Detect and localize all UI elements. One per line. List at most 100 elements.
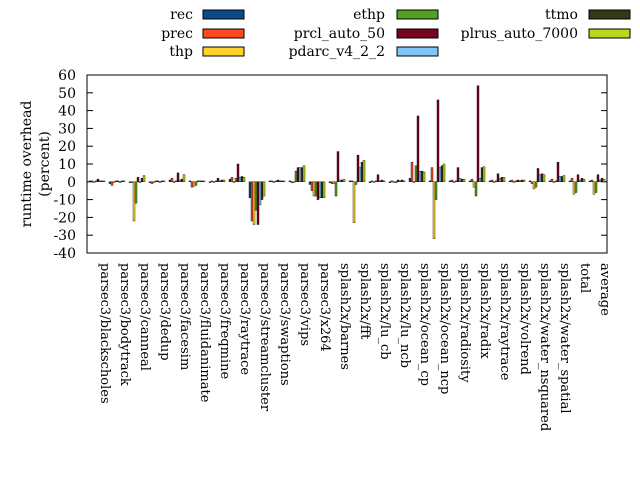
bar-plrus-auto-7000-splash2x-radiosity xyxy=(462,178,466,183)
bar-prcl-auto-50-splash2x-ocean-ncp xyxy=(436,99,440,182)
bar-rec-parsec3-freqmine xyxy=(208,181,212,183)
bar-rec-parsec3-x264 xyxy=(308,181,312,185)
bar-prcl-auto-50-splash2x-radiosity xyxy=(456,167,460,182)
bar-ttmo-splash2x-water-nsquared xyxy=(540,173,544,182)
bar-thp-splash2x-volrend xyxy=(512,181,516,183)
bar-rec-parsec3-vips xyxy=(288,180,292,183)
bar-prcl-auto-50-splash2x-lu-cb xyxy=(376,174,380,182)
bar-rec-splash2x-ocean-ncp xyxy=(428,180,432,183)
bar-rec-parsec3-streamcluster xyxy=(248,181,252,199)
bar-plrus-auto-7000-splash2x-fft xyxy=(362,160,366,183)
bar-plrus-auto-7000-splash2x-lu-cb xyxy=(382,180,386,183)
bar-plrus-auto-7000-splash2x-volrend xyxy=(522,179,526,183)
bar-thp-splash2x-fft xyxy=(352,181,356,223)
bar-plrus-auto-7000-parsec3-dedup xyxy=(162,180,166,183)
x-tick-label: parsec3/facesim xyxy=(177,263,192,370)
bar-ttmo-parsec3-vips xyxy=(300,167,304,182)
bar-rec-average xyxy=(588,180,592,183)
x-tick-label: splash2x/radix xyxy=(477,263,492,359)
bar-ethp-splash2x-ocean-ncp xyxy=(434,181,438,200)
bar-ethp-parsec3-facesim xyxy=(174,180,178,183)
bar-prec-splash2x-water-spatial xyxy=(550,178,554,183)
bar-ttmo-splash2x-ocean-ncp xyxy=(440,165,444,182)
x-tick-label: parsec3/blackscholes xyxy=(97,263,112,404)
bar-pdarc-v4-2-2-parsec3-dedup xyxy=(158,181,162,183)
bar-ethp-parsec3-freqmine xyxy=(214,180,218,183)
x-tick-label: parsec3/streamcluster xyxy=(257,263,272,412)
bar-prcl-auto-50-parsec3-dedup xyxy=(156,180,160,183)
bar-plrus-auto-7000-parsec3-swaptions xyxy=(282,180,286,183)
bar-thp-average xyxy=(592,181,596,195)
x-tick-label: splash2x/water_spatial xyxy=(557,263,572,413)
bar-prcl-auto-50-parsec3-facesim xyxy=(176,172,180,182)
bar-ttmo-parsec3-streamcluster xyxy=(260,181,264,200)
legend-swatch-ttmo xyxy=(588,9,631,20)
bar-ethp-splash2x-barnes xyxy=(334,181,338,197)
bar-prcl-auto-50-parsec3-raytrace xyxy=(236,163,240,182)
bar-ethp-splash2x-lu-cb xyxy=(374,180,378,183)
legend-label-rec: rec xyxy=(170,7,193,23)
bar-rec-parsec3-facesim xyxy=(168,179,172,183)
bar-pdarc-v4-2-2-splash2x-lu-cb xyxy=(378,180,382,183)
bar-thp-splash2x-water-nsquared xyxy=(532,181,536,190)
bar-prec-splash2x-fft xyxy=(350,180,354,183)
bar-pdarc-v4-2-2-splash2x-ocean-ncp xyxy=(438,167,442,182)
bar-pdarc-v4-2-2-parsec3-raytrace xyxy=(238,177,242,183)
bar-ttmo-splash2x-volrend xyxy=(520,179,524,183)
bar-pdarc-v4-2-2-total xyxy=(578,179,582,183)
legend-label-pdarc-v4-2-2: pdarc_v4_2_2 xyxy=(289,44,385,60)
bar-pdarc-v4-2-2-average xyxy=(598,179,602,183)
bar-prec-splash2x-lu-ncb xyxy=(390,180,394,183)
bar-plrus-auto-7000-splash2x-lu-ncb xyxy=(402,180,406,183)
bar-ttmo-parsec3-freqmine xyxy=(220,179,224,183)
legend-swatch-ethp xyxy=(396,9,439,20)
bar-prec-splash2x-barnes xyxy=(330,181,334,184)
x-tick-label: parsec3/raytrace xyxy=(237,263,252,375)
bar-prcl-auto-50-parsec3-blackscholes xyxy=(96,178,100,183)
bar-thp-parsec3-freqmine xyxy=(212,181,216,183)
bar-pdarc-v4-2-2-parsec3-bodytrack xyxy=(118,181,122,183)
y-tick-label: -30 xyxy=(53,228,76,244)
bar-rec-parsec3-dedup xyxy=(148,181,152,183)
x-tick-label: parsec3/bodytrack xyxy=(117,263,132,386)
bar-plrus-auto-7000-splash2x-ocean-ncp xyxy=(442,163,446,182)
bar-prcl-auto-50-parsec3-bodytrack xyxy=(116,180,120,183)
legend-label-plrus-auto-7000: plrus_auto_7000 xyxy=(461,26,578,42)
bar-pdarc-v4-2-2-parsec3-swaptions xyxy=(278,180,282,183)
bar-plrus-auto-7000-splash2x-water-nsquared xyxy=(542,174,546,182)
bar-plrus-auto-7000-average xyxy=(602,178,606,183)
y-tick-label: 10 xyxy=(58,157,76,173)
bar-rec-parsec3-bodytrack xyxy=(108,181,112,184)
bar-thp-parsec3-blackscholes xyxy=(92,181,96,183)
bar-thp-parsec3-fluidanimate xyxy=(192,181,196,187)
bar-pdarc-v4-2-2-splash2x-volrend xyxy=(518,180,522,183)
x-tick-label: average xyxy=(597,263,612,316)
bar-plrus-auto-7000-parsec3-vips xyxy=(302,165,306,182)
bar-thp-splash2x-ocean-cp xyxy=(412,181,416,183)
y-tick-label: 40 xyxy=(58,104,76,120)
bar-plrus-auto-7000-parsec3-freqmine xyxy=(222,179,226,183)
bar-prcl-auto-50-splash2x-lu-ncb xyxy=(396,179,400,183)
bar-ethp-splash2x-water-nsquared xyxy=(534,181,538,188)
y-axis-label-line: runtime overhead xyxy=(19,101,35,228)
legend-label-ethp: ethp xyxy=(353,7,385,23)
bar-pdarc-v4-2-2-splash2x-ocean-cp xyxy=(418,170,422,182)
x-tick-label: parsec3/vips xyxy=(297,263,312,346)
bar-prec-parsec3-bodytrack xyxy=(110,181,114,186)
bar-ethp-splash2x-radiosity xyxy=(454,180,458,183)
bar-rec-splash2x-fft xyxy=(348,180,352,183)
bar-prcl-auto-50-total xyxy=(576,174,580,182)
bar-ethp-parsec3-fluidanimate xyxy=(194,181,198,186)
bar-prec-parsec3-swaptions xyxy=(270,180,274,183)
bar-ethp-parsec3-canneal xyxy=(134,181,138,204)
bar-ttmo-splash2x-lu-ncb xyxy=(400,179,404,183)
bar-thp-total xyxy=(572,181,576,195)
bar-rec-parsec3-fluidanimate xyxy=(188,180,192,183)
bar-rec-splash2x-raytrace xyxy=(488,180,492,183)
bar-ttmo-splash2x-lu-cb xyxy=(380,179,384,183)
y-axis-label: runtime overhead (percent) xyxy=(19,101,53,228)
bar-thp-parsec3-bodytrack xyxy=(112,181,116,183)
bar-ethp-splash2x-fft xyxy=(354,181,358,185)
bar-rec-splash2x-ocean-cp xyxy=(408,178,412,183)
